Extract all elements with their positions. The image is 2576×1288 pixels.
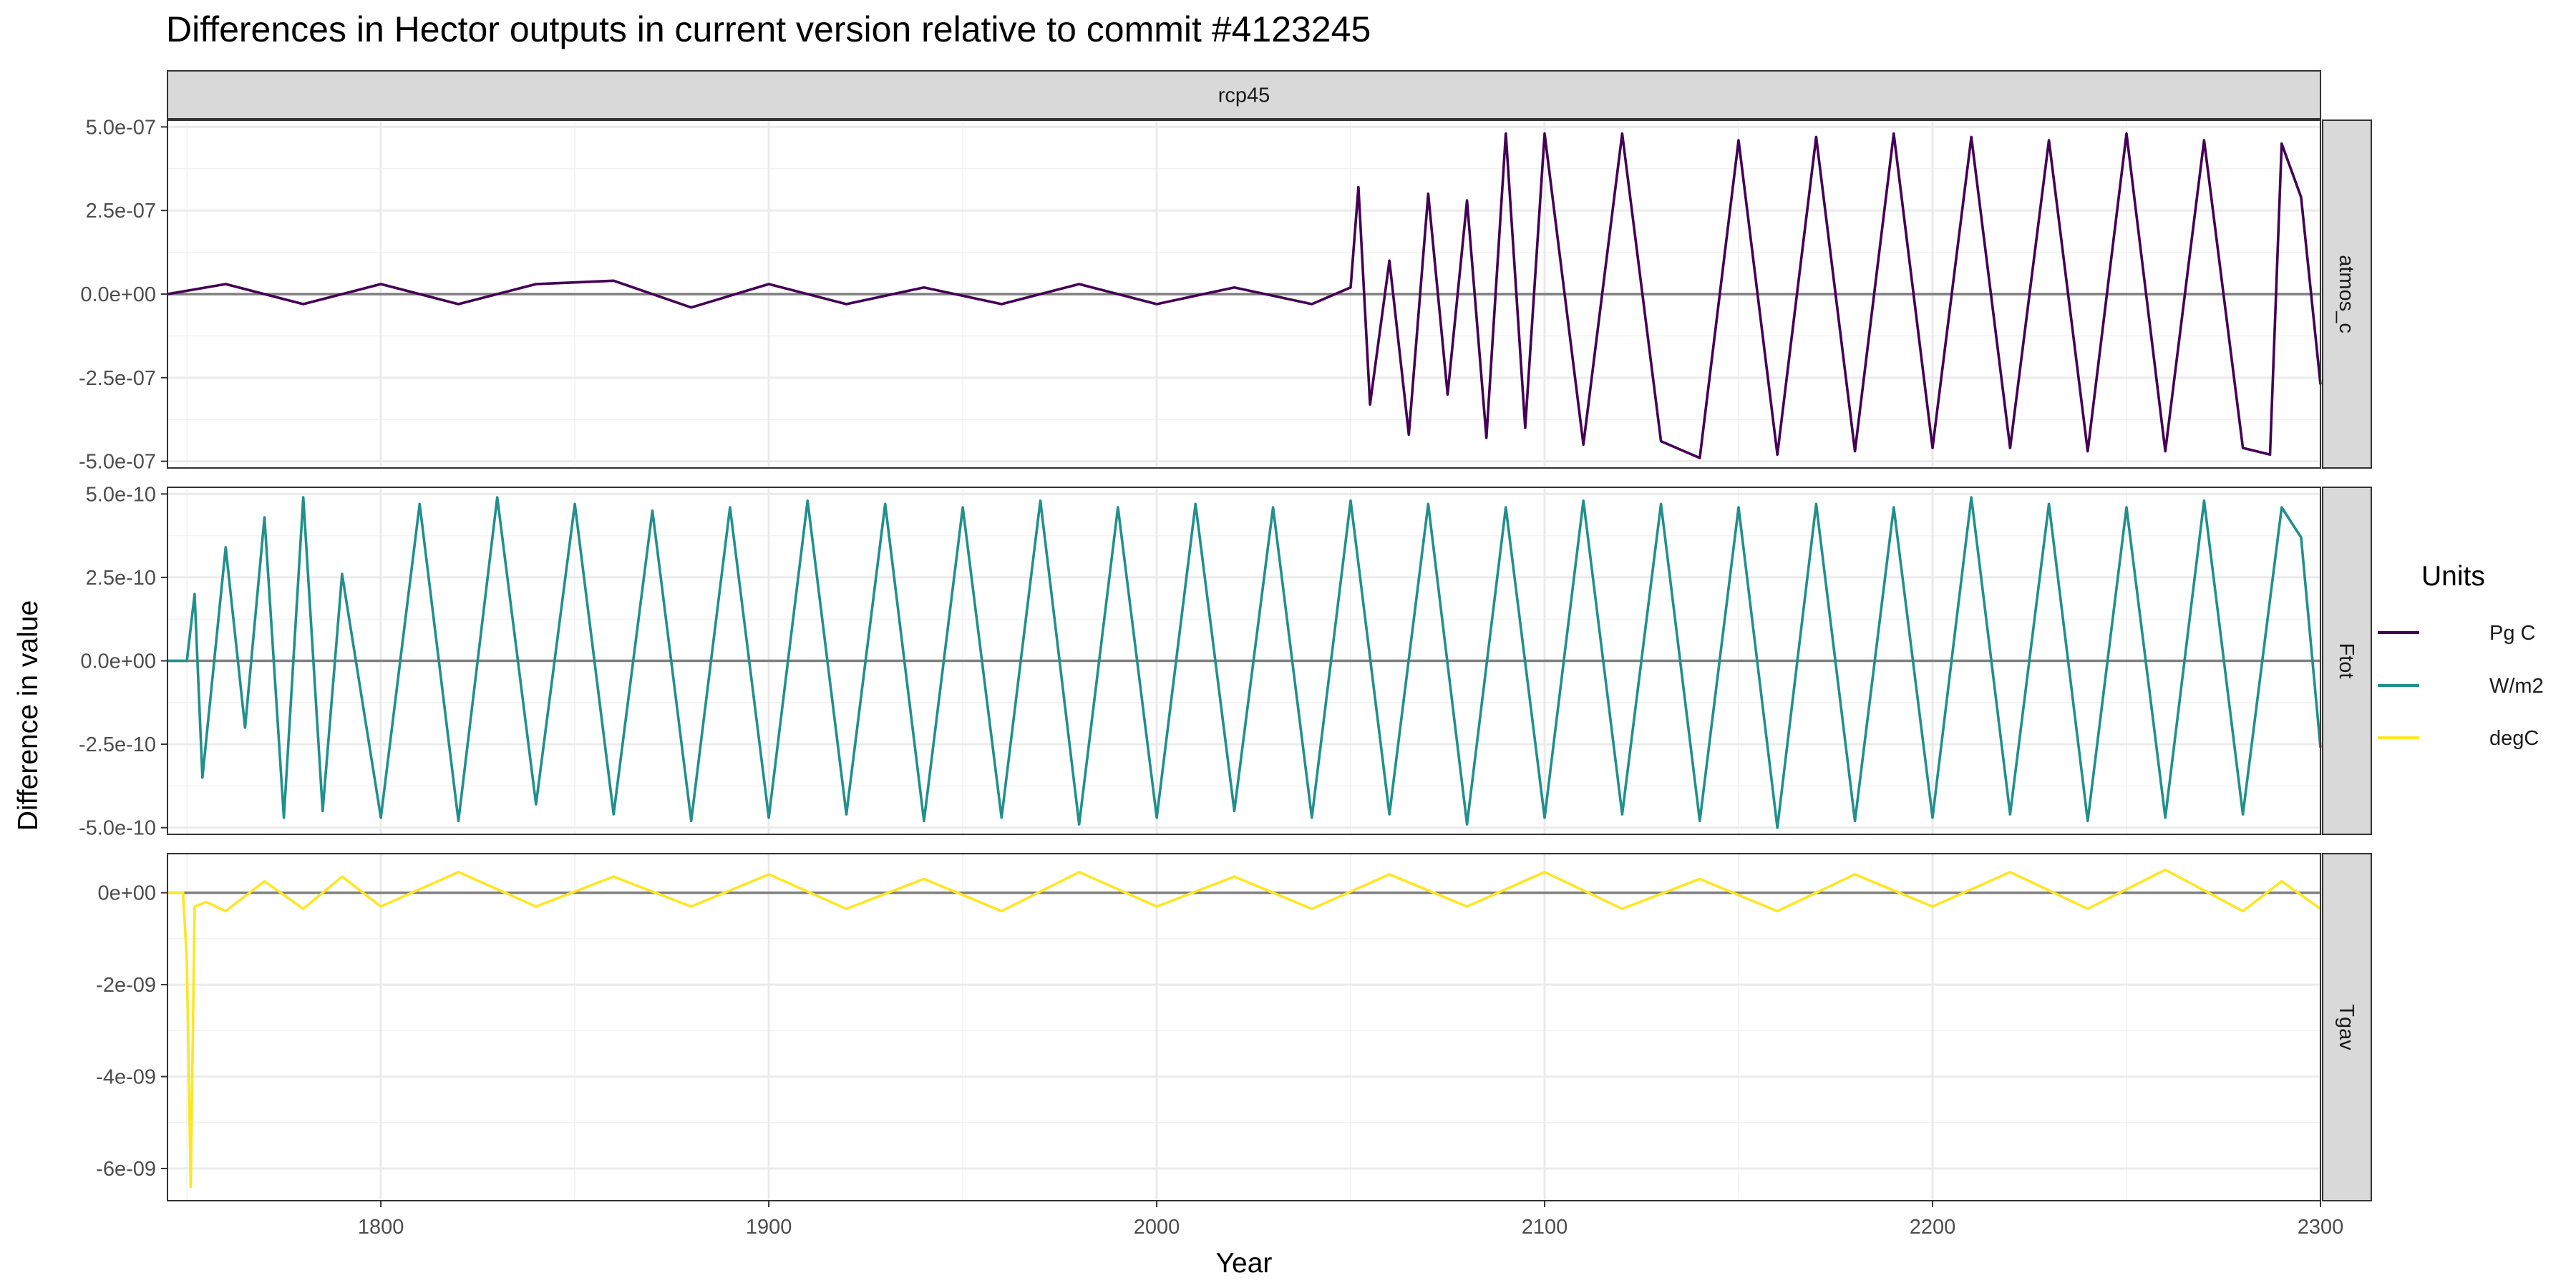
facet-strip-label: rcp45 — [1218, 84, 1270, 107]
legend-label: W/m2 — [2489, 675, 2544, 698]
chart-title: Differences in Hector outputs in current… — [166, 9, 1371, 49]
series-line-atmos_c — [167, 132, 2322, 459]
y-tick-label: -2e-09 — [96, 974, 156, 997]
facet-strip-atmos_c — [2322, 119, 2372, 469]
x-tick-label: 1800 — [358, 1216, 404, 1239]
series-line-Tgav — [167, 868, 2322, 1189]
facet-strip-label-Ftot: Ftot — [2335, 643, 2358, 679]
y-tick-label: -5.0e-07 — [79, 451, 156, 474]
x-tick-label: 2100 — [1522, 1216, 1568, 1239]
y-tick-label: -4e-09 — [96, 1066, 156, 1089]
facet-strip-label-atmos_c: atmos_c — [2335, 255, 2358, 333]
x-axis-title: Year — [1216, 1248, 1273, 1279]
y-tick-label: 2.5e-10 — [86, 567, 156, 590]
legend-label: Pg C — [2489, 622, 2535, 645]
x-tick-label: 2300 — [2298, 1216, 2344, 1239]
x-tick-label: 2200 — [1910, 1216, 1956, 1239]
facet-strip-top — [167, 70, 2321, 119]
y-tick-label: 0e+00 — [98, 882, 156, 905]
y-tick-label: 5.0e-07 — [86, 116, 156, 139]
plot-area: rcp45 -5.0e-07 -2.5e-07 0.0e+00 2.5e-07 5.0e-… — [79, 70, 2372, 1239]
y-tick-label: 0.0e+00 — [80, 650, 156, 673]
y-axis-title: Difference in value — [13, 600, 44, 831]
facet-strip-label-Tgav: Tgav — [2335, 1004, 2358, 1050]
panel-background — [167, 854, 2320, 1201]
y-tick-label: 0.0e+00 — [80, 283, 156, 306]
series-line-Ftot — [167, 496, 2322, 829]
y-tick-label: -2.5e-10 — [79, 733, 156, 756]
legend-label: degC — [2489, 727, 2539, 750]
y-tick-label: 5.0e-10 — [86, 483, 156, 506]
y-tick-label: 2.5e-07 — [86, 200, 156, 223]
x-tick-label: 1900 — [746, 1216, 792, 1239]
legend: Units Pg C W/m2 degC — [2378, 561, 2544, 750]
panel-border — [167, 853, 2321, 1201]
facet-strip-Ftot — [2322, 487, 2372, 835]
facet-strip-Tgav — [2322, 853, 2372, 1201]
y-tick-label: -5.0e-10 — [79, 817, 156, 840]
y-tick-label: -6e-09 — [96, 1158, 156, 1181]
legend-title: Units — [2421, 561, 2485, 592]
y-tick-label: -2.5e-07 — [79, 367, 156, 390]
x-tick-label: 2000 — [1134, 1216, 1180, 1239]
legend-items: Pg C W/m2 degC — [2378, 622, 2544, 750]
